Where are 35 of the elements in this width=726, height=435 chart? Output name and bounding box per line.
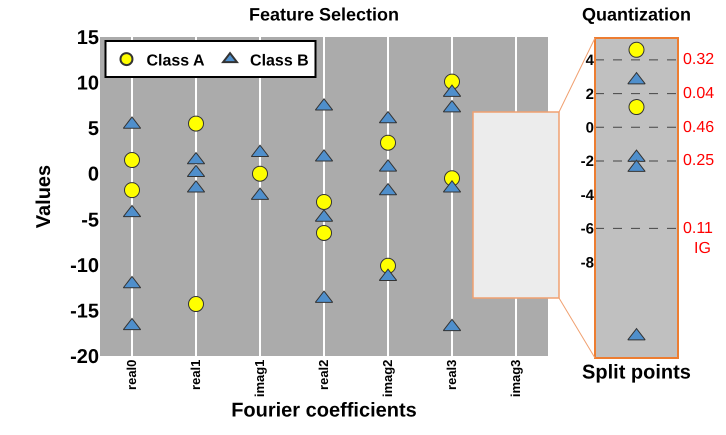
y-tick-label: -2 (580, 153, 594, 170)
text: 0.25 (683, 152, 714, 169)
y-tick-label: 5 (88, 118, 99, 140)
chart-title: Quantization (582, 4, 691, 25)
text: 0.11 (683, 220, 714, 237)
y-tick-label: 0 (88, 164, 99, 186)
y-tick-label: -4 (580, 186, 595, 204)
legend-label: Class A (146, 52, 206, 70)
x-tick-label: real0 (124, 360, 140, 390)
x-tick-label: imag3 (508, 360, 524, 398)
x-tick-label: real3 (444, 360, 460, 390)
y-tick-label: 15 (76, 27, 99, 49)
y-tick-label: 4 (586, 52, 595, 70)
x-tick-label: real1 (188, 360, 204, 390)
legend-label: Class B (250, 52, 309, 70)
y-tick-label: -6 (580, 220, 594, 238)
y-tick-label: 2 (586, 86, 594, 103)
text: 0.32 (683, 51, 714, 68)
y-tick-label: -8 (580, 254, 594, 272)
x-axis-title: Split points (582, 362, 691, 384)
chart-title: Feature Selection (248, 4, 400, 25)
y-tick-label: -15 (70, 300, 99, 322)
text: 0.46 (683, 119, 714, 136)
y-axis-title: Values (33, 164, 55, 228)
y-tick-label: 0 (586, 120, 594, 137)
x-axis-title: Fourier coefficients (231, 400, 417, 422)
x-tick-label: real2 (316, 360, 332, 390)
text: IG (694, 240, 711, 257)
x-tick-label: imag1 (252, 360, 268, 398)
y-tick-label: -20 (70, 346, 99, 368)
y-tick-label: 10 (76, 72, 99, 95)
y-tick-label: -10 (70, 254, 99, 277)
x-tick-label: imag2 (380, 360, 396, 398)
text: 0.04 (683, 85, 714, 102)
y-tick-label: -5 (81, 209, 99, 232)
